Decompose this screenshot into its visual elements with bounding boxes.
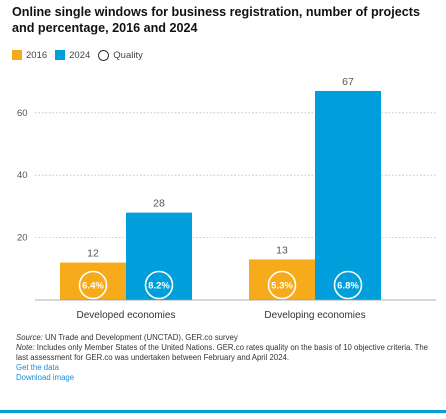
legend-item-2024: 2024 xyxy=(55,50,90,61)
note-line: Note: Includes only Member States of the… xyxy=(16,343,436,363)
chart-legend: 2016 2024 Quality xyxy=(12,48,151,62)
quality-label-2024-0: 8.2% xyxy=(148,281,170,292)
data-label-2016-1: 13 xyxy=(276,244,288,256)
legend-item-quality: Quality xyxy=(98,49,143,61)
bar-2024-0 xyxy=(126,212,192,300)
y-tick-label-60: 60 xyxy=(17,108,28,119)
quality-circle-2016-0 xyxy=(78,270,108,300)
legend-swatch-2016 xyxy=(12,50,22,60)
source-label: Source: xyxy=(16,333,43,342)
bar-2016-1 xyxy=(249,259,315,300)
data-label-2024-0: 28 xyxy=(153,198,165,210)
bar-chart: 20 40 60 12 6.4% 28 8.2% Developed economies 13 5… xyxy=(17,76,436,321)
quality-label-2016-1: 5.3% xyxy=(271,281,293,292)
quality-circle-2016-1 xyxy=(267,270,297,300)
y-tick-label-40: 40 xyxy=(17,170,28,181)
legend-item-2016: 2016 xyxy=(12,50,47,61)
legend-label-quality: Quality xyxy=(113,49,143,61)
legend-label-2024: 2024 xyxy=(69,49,91,61)
get-data-link[interactable]: Get the data xyxy=(16,363,59,372)
y-tick-label-20: 20 xyxy=(17,233,28,244)
quality-circle-2024-1 xyxy=(333,270,363,300)
bar-2024-1 xyxy=(315,90,381,301)
quality-label-2016-0: 6.4% xyxy=(82,281,104,292)
data-label-2016-0: 12 xyxy=(87,248,99,260)
chart-title: Online single windows for business regis… xyxy=(12,5,420,35)
circle-outline-icon xyxy=(98,49,110,61)
note-label: Note: xyxy=(16,343,35,352)
source-text: UN Trade and Development (UNCTAD), GER.c… xyxy=(42,333,238,342)
legend-label-2016: 2016 xyxy=(26,49,48,61)
category-label-1: Developing economies xyxy=(264,310,365,321)
source-line: Source: UN Trade and Development (UNCTAD… xyxy=(16,333,436,343)
category-label-0: Developed economies xyxy=(77,310,176,321)
legend-swatch-2024 xyxy=(55,50,66,60)
data-label-2024-1: 67 xyxy=(342,76,354,88)
quality-circle-2024-0 xyxy=(144,270,174,300)
note-text: Includes only Member States of the Unite… xyxy=(16,343,429,362)
quality-label-2024-1: 6.8% xyxy=(337,281,359,292)
bar-2016-0 xyxy=(60,262,126,300)
download-image-link[interactable]: Download image xyxy=(16,373,75,382)
bottom-rule xyxy=(0,410,446,413)
chart-notes: Source: UN Trade and Development (UNCTAD… xyxy=(16,333,436,383)
